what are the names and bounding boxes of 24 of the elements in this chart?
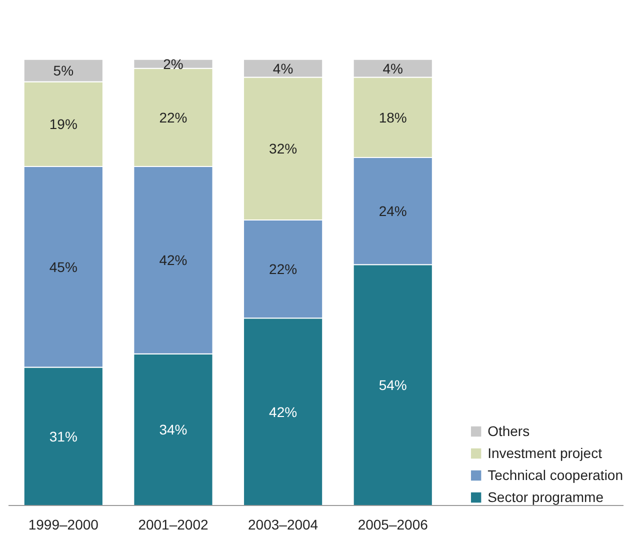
x-tick-label: 2001–2002 — [138, 516, 208, 532]
data-label: 4% — [382, 60, 403, 76]
data-label: 5% — [53, 62, 74, 79]
x-tick-label: 1999–2000 — [28, 516, 99, 532]
legend-label: Investment project — [488, 445, 602, 461]
data-label: 34% — [159, 422, 188, 438]
x-tick-label: 2005–2006 — [358, 516, 428, 532]
data-label: 54% — [378, 377, 407, 394]
data-label: 45% — [49, 258, 78, 275]
data-label: 22% — [269, 261, 298, 278]
data-label: 24% — [378, 203, 407, 220]
data-label: 18% — [378, 109, 407, 126]
legend-label: Sector programme — [488, 489, 604, 505]
legend-label: Technical cooperation — [488, 467, 623, 483]
data-label: 22% — [159, 109, 188, 126]
data-label: 2% — [163, 56, 184, 72]
data-label: 19% — [49, 116, 78, 132]
data-label: 4% — [272, 60, 294, 76]
data-label: 42% — [269, 404, 298, 420]
x-tick-label: 2003–2004 — [248, 516, 318, 532]
data-label: 42% — [159, 252, 188, 268]
legend-label: Others — [488, 423, 530, 439]
data-label: 32% — [269, 140, 298, 157]
data-label: 31% — [49, 428, 78, 444]
